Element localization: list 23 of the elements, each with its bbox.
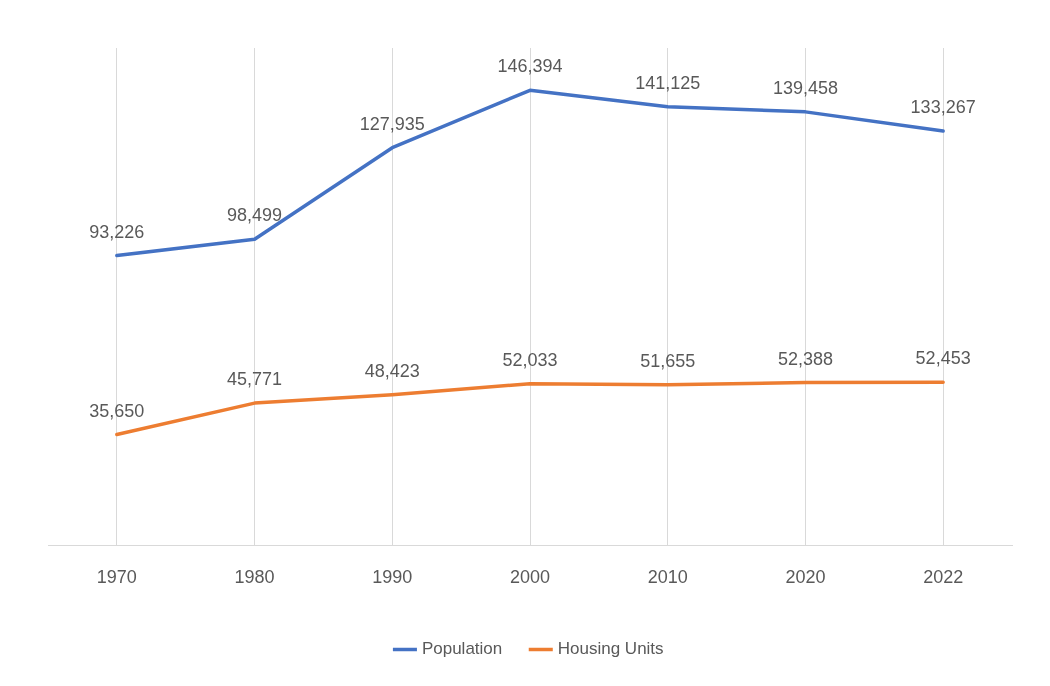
data-label: 98,499: [227, 205, 283, 226]
x-tick-label: 2020: [785, 567, 826, 588]
legend-label: Population: [421, 639, 503, 659]
data-label: 141,125: [635, 72, 701, 93]
data-label: 35,650: [89, 400, 145, 421]
x-tick-label: 2000: [509, 567, 551, 588]
x-tick-label: 1970: [96, 567, 137, 588]
data-label: 52,453: [915, 348, 971, 369]
x-tick-label: 1990: [372, 567, 413, 588]
data-label: 133,267: [910, 97, 976, 118]
data-label: 48,423: [364, 360, 420, 381]
data-label: 52,033: [502, 349, 558, 370]
x-tick-label: 2010: [647, 567, 688, 588]
data-label: 127,935: [359, 113, 425, 134]
data-label: 146,394: [497, 56, 563, 77]
data-label: 139,458: [772, 77, 838, 98]
legend-label: Housing Units: [557, 639, 664, 659]
data-label: 52,388: [777, 348, 833, 369]
data-label: 93,226: [89, 221, 145, 242]
data-label: 45,771: [227, 369, 283, 390]
x-tick-label: 2022: [923, 567, 964, 588]
data-label: 51,655: [640, 350, 696, 371]
x-tick-label: 1980: [234, 567, 275, 588]
